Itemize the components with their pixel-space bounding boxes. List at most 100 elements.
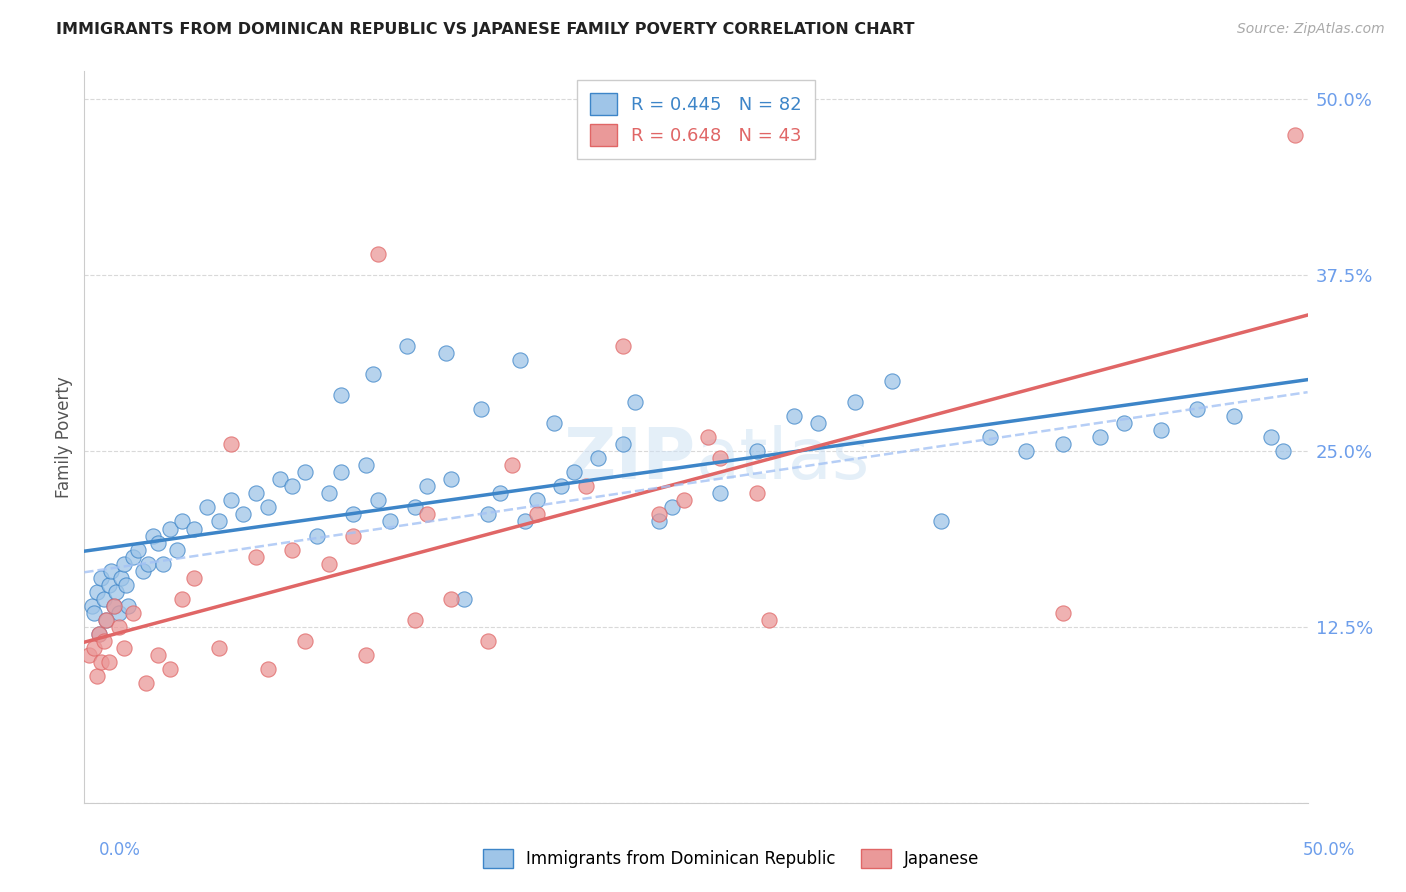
Point: [513, 515, 536, 529]
Point: [367, 247, 389, 261]
Legend: R = 0.445   N = 82, R = 0.648   N = 43: R = 0.445 N = 82, R = 0.648 N = 43: [578, 80, 814, 159]
Point: [612, 437, 634, 451]
Point: [269, 472, 291, 486]
Point: [550, 479, 572, 493]
Point: [697, 430, 720, 444]
Point: [354, 458, 377, 473]
Point: [86, 584, 108, 599]
Point: [103, 599, 125, 613]
Point: [83, 641, 105, 656]
Point: [1284, 128, 1306, 142]
Point: [1052, 437, 1074, 451]
Point: [219, 493, 242, 508]
Point: [436, 345, 458, 359]
Point: [361, 367, 384, 381]
Point: [758, 613, 780, 627]
Point: [110, 571, 132, 585]
Point: [586, 451, 609, 466]
Point: [440, 591, 463, 606]
Point: [97, 578, 120, 592]
Point: [87, 627, 110, 641]
Point: [159, 521, 181, 535]
Point: [318, 486, 340, 500]
Point: [245, 549, 267, 564]
Point: [477, 634, 499, 648]
Point: [112, 641, 135, 656]
Point: [107, 620, 129, 634]
Point: [96, 613, 118, 627]
Point: [648, 515, 671, 529]
Point: [526, 508, 548, 522]
Point: [86, 669, 108, 683]
Text: atlas: atlas: [696, 425, 870, 493]
Point: [1272, 444, 1295, 458]
Point: [929, 515, 952, 529]
Point: [117, 599, 139, 613]
Y-axis label: Family Poverty: Family Poverty: [55, 376, 73, 498]
Point: [342, 508, 364, 522]
Point: [509, 352, 531, 367]
Point: [208, 641, 231, 656]
Point: [142, 528, 165, 542]
Point: [404, 613, 426, 627]
Point: [477, 508, 499, 522]
Point: [1114, 416, 1136, 430]
Point: [112, 557, 135, 571]
Point: [747, 486, 769, 500]
Point: [96, 613, 118, 627]
Point: [807, 416, 830, 430]
Point: [122, 606, 145, 620]
Point: [219, 437, 242, 451]
Point: [183, 521, 205, 535]
Point: [747, 444, 769, 458]
Point: [195, 500, 218, 515]
Point: [440, 472, 463, 486]
Point: [1260, 430, 1282, 444]
Point: [1052, 606, 1074, 620]
Point: [709, 451, 731, 466]
Point: [281, 479, 304, 493]
Point: [416, 508, 439, 522]
Point: [93, 634, 115, 648]
Point: [1150, 423, 1173, 437]
Text: IMMIGRANTS FROM DOMINICAN REPUBLIC VS JAPANESE FAMILY POVERTY CORRELATION CHART: IMMIGRANTS FROM DOMINICAN REPUBLIC VS JA…: [56, 22, 915, 37]
Point: [136, 557, 159, 571]
Point: [1015, 444, 1038, 458]
Point: [354, 648, 377, 662]
Point: [404, 500, 426, 515]
Point: [330, 388, 353, 402]
Point: [612, 338, 634, 352]
Point: [543, 416, 565, 430]
Point: [257, 500, 280, 515]
Point: [122, 549, 145, 564]
Point: [416, 479, 439, 493]
Point: [470, 401, 492, 416]
Point: [979, 430, 1001, 444]
Point: [152, 557, 174, 571]
Point: [502, 458, 524, 473]
Point: [709, 486, 731, 500]
Point: [159, 662, 181, 676]
Point: [146, 648, 169, 662]
Point: [115, 578, 138, 592]
Point: [90, 571, 112, 585]
Text: 50.0%: 50.0%: [1302, 840, 1355, 858]
Point: [90, 655, 112, 669]
Point: [672, 493, 695, 508]
Point: [330, 465, 353, 479]
Point: [624, 395, 647, 409]
Point: [83, 606, 105, 620]
Point: [232, 508, 254, 522]
Text: ZIP: ZIP: [564, 425, 696, 493]
Point: [77, 648, 100, 662]
Point: [367, 493, 389, 508]
Point: [1088, 430, 1111, 444]
Point: [132, 564, 155, 578]
Point: [103, 599, 125, 613]
Point: [100, 564, 122, 578]
Point: [575, 479, 598, 493]
Point: [844, 395, 866, 409]
Text: Source: ZipAtlas.com: Source: ZipAtlas.com: [1237, 22, 1385, 37]
Point: [1187, 401, 1209, 416]
Point: [1223, 409, 1246, 423]
